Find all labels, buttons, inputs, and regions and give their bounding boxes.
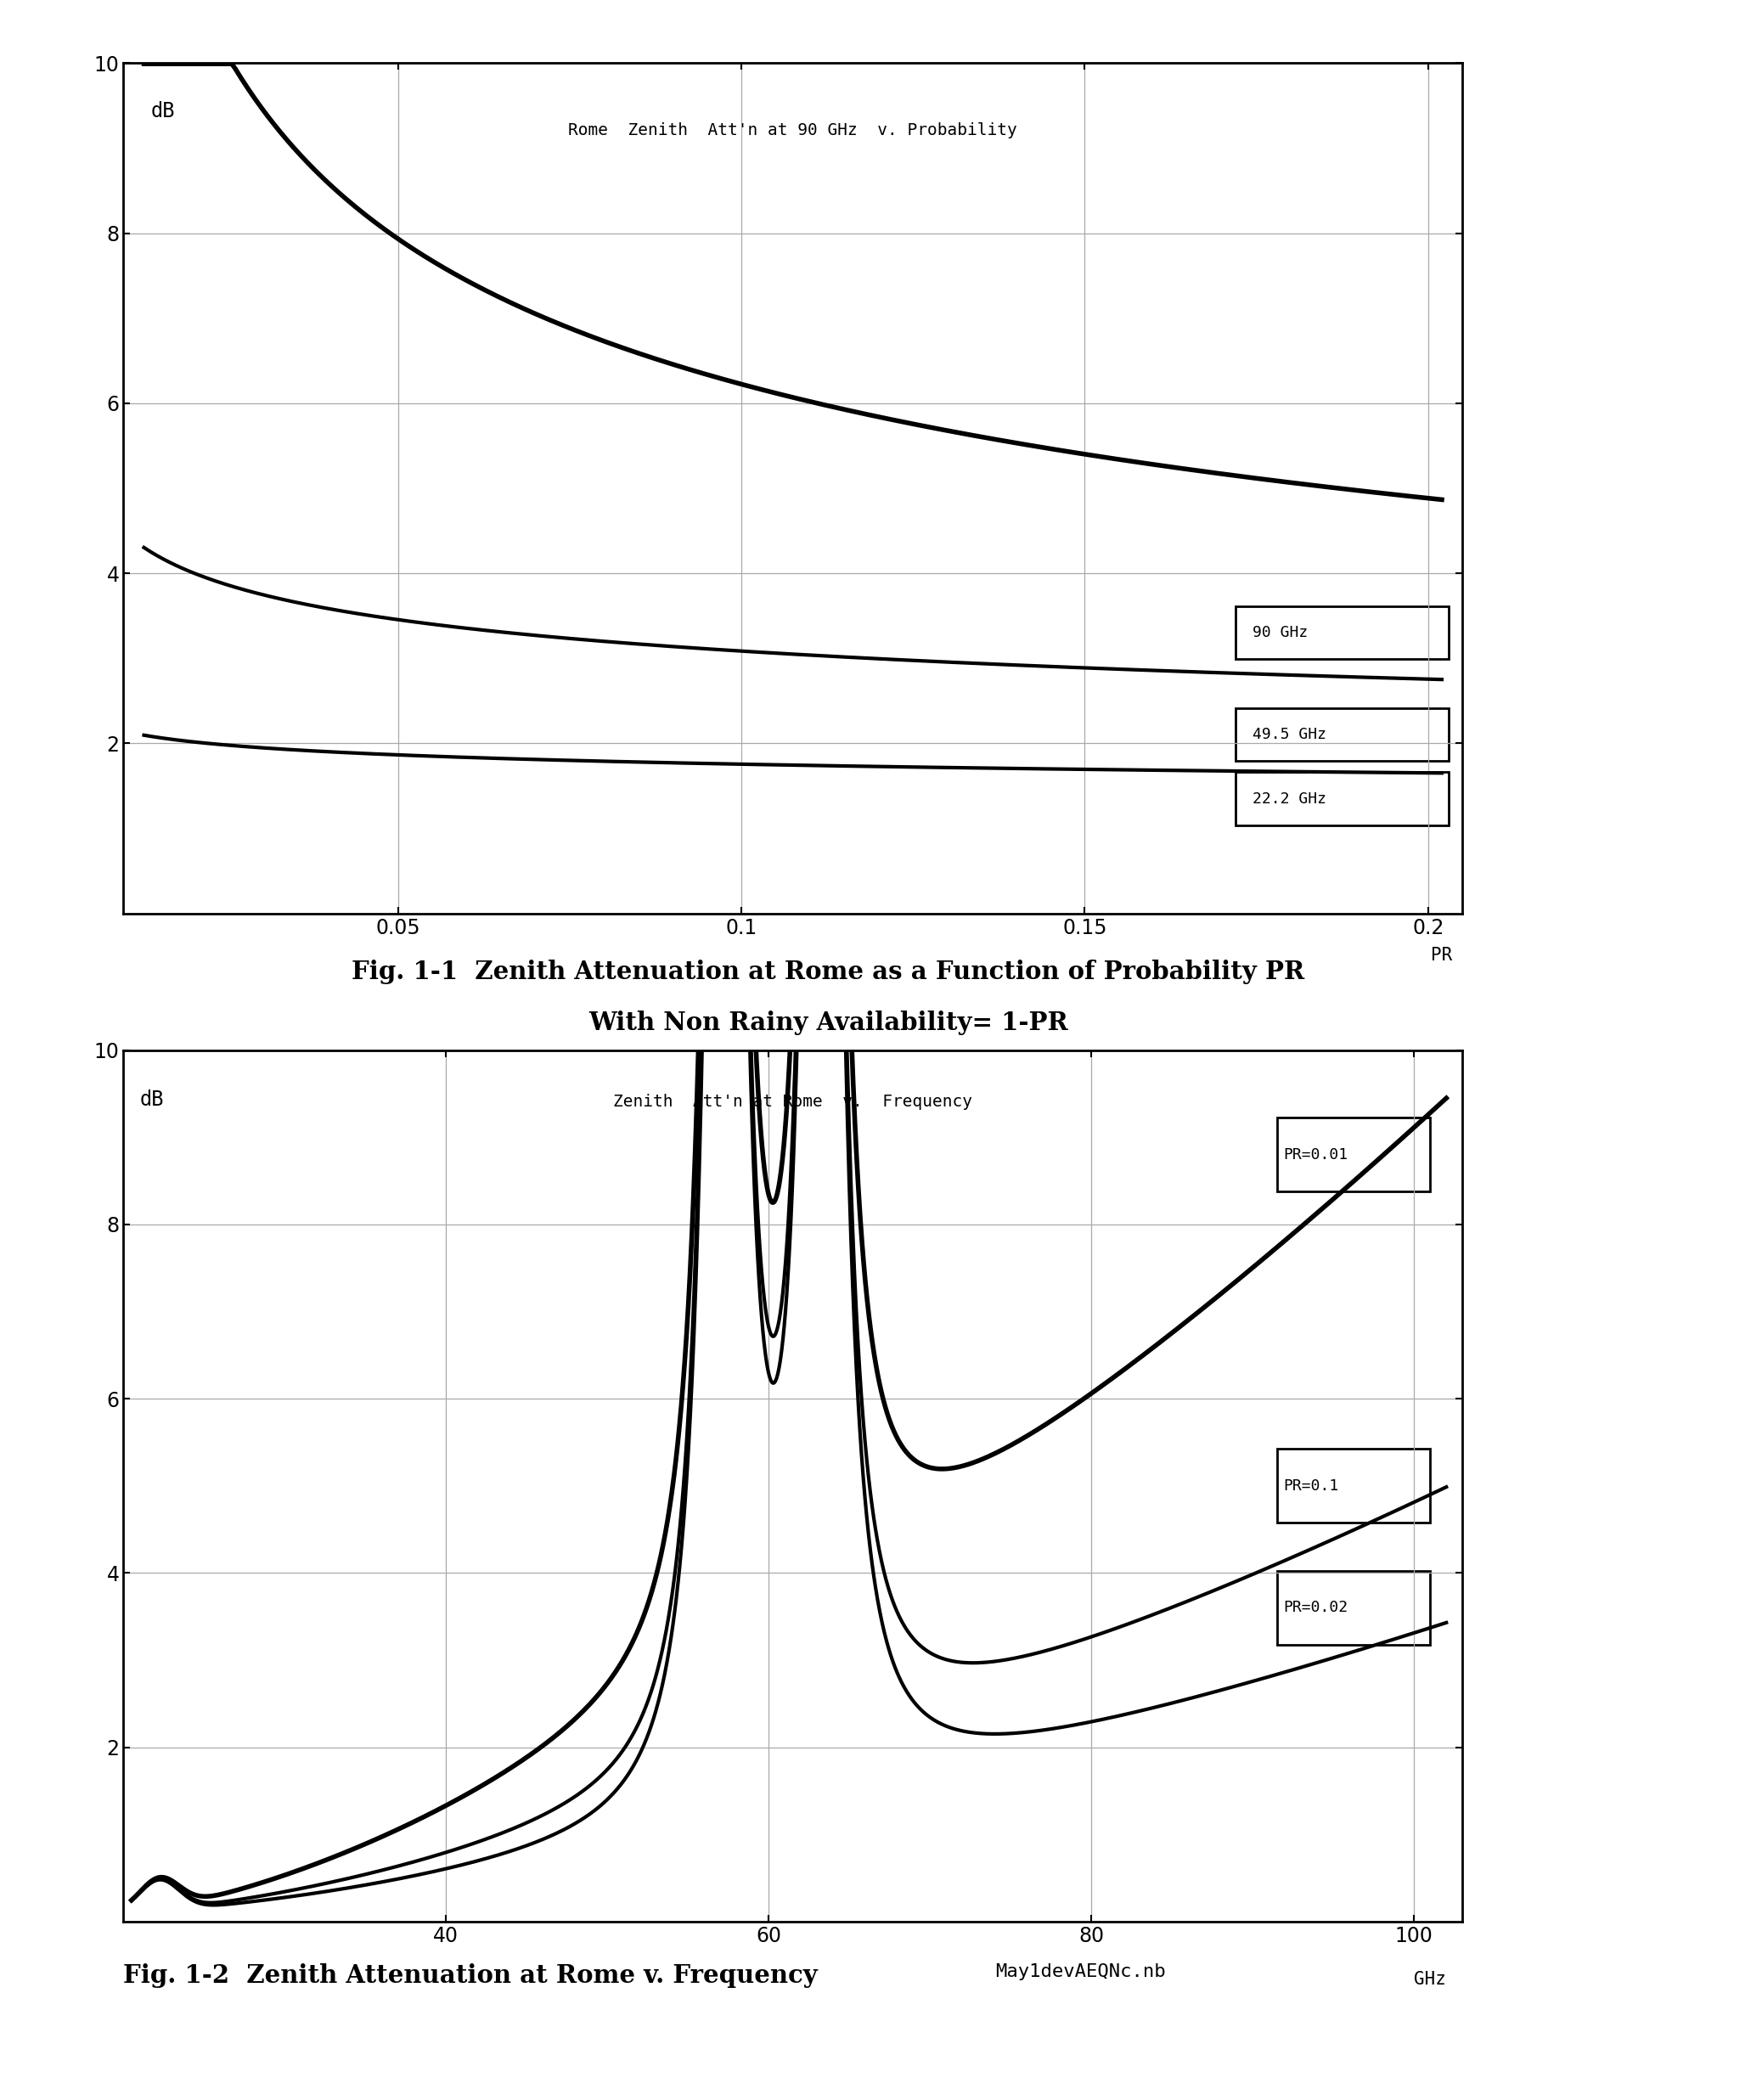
Text: Fig. 1-1  Zenith Attenuation at Rome as a Function of Probability PR: Fig. 1-1 Zenith Attenuation at Rome as a… <box>352 960 1304 985</box>
Text: Zenith  Att'n at Rome  v.  Frequency: Zenith Att'n at Rome v. Frequency <box>613 1094 973 1109</box>
FancyBboxPatch shape <box>1235 708 1448 762</box>
Text: GHz: GHz <box>1415 1970 1447 1987</box>
Text: dB: dB <box>139 1090 164 1109</box>
Text: Rome  Zenith  Att'n at 90 GHz  v. Probability: Rome Zenith Att'n at 90 GHz v. Probabili… <box>569 122 1017 139</box>
Text: PR: PR <box>1431 947 1452 964</box>
Text: dB: dB <box>152 101 174 122</box>
FancyBboxPatch shape <box>1277 1117 1431 1191</box>
Text: Fig. 1-2  Zenith Attenuation at Rome v. Frequency: Fig. 1-2 Zenith Attenuation at Rome v. F… <box>123 1964 818 1989</box>
Text: May1devAEQNc.nb: May1devAEQNc.nb <box>996 1964 1166 1980</box>
Text: PR=0.01: PR=0.01 <box>1283 1147 1348 1161</box>
FancyBboxPatch shape <box>1235 607 1448 659</box>
FancyBboxPatch shape <box>1235 773 1448 825</box>
Text: PR=0.02: PR=0.02 <box>1283 1600 1348 1615</box>
Text: 90 GHz: 90 GHz <box>1253 626 1307 640</box>
FancyBboxPatch shape <box>1277 1571 1431 1644</box>
Text: 49.5 GHz: 49.5 GHz <box>1253 727 1327 743</box>
FancyBboxPatch shape <box>1277 1449 1431 1522</box>
Text: PR=0.1: PR=0.1 <box>1283 1478 1339 1493</box>
Text: With Non Rainy Availability= 1-PR: With Non Rainy Availability= 1-PR <box>589 1010 1068 1035</box>
Text: 22.2 GHz: 22.2 GHz <box>1253 792 1327 806</box>
